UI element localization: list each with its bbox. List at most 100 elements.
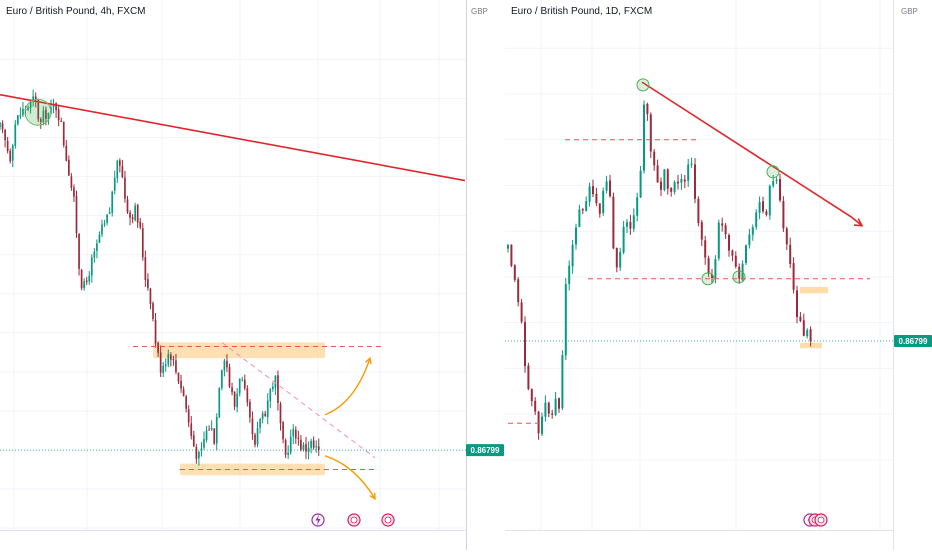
candle-body (90, 257, 93, 276)
last-price-label: 0.86799 (894, 335, 932, 348)
price-axis-1d[interactable]: GBP 0.86799 (894, 7, 932, 348)
flag-event-icon[interactable] (814, 513, 828, 527)
candle-body (62, 121, 65, 146)
candle (269, 387, 272, 409)
candle (792, 257, 795, 294)
candle (568, 260, 571, 291)
candle-body (307, 447, 310, 453)
candle-body (789, 244, 792, 264)
candle-body (317, 446, 320, 451)
candle (711, 268, 713, 284)
candle (228, 363, 231, 389)
candle-body (612, 196, 615, 249)
candle (11, 143, 14, 167)
candle (124, 170, 126, 203)
touch-marker[interactable] (732, 270, 746, 284)
candle (249, 399, 251, 423)
candle (595, 187, 598, 207)
candlestick-series (507, 100, 812, 440)
candle (256, 421, 259, 448)
candle (106, 214, 108, 226)
candle (520, 298, 523, 324)
resistance-zone[interactable] (800, 286, 828, 294)
candle-body (564, 284, 567, 356)
chart-panel-4h[interactable]: Euro / British Pound, 4h, FXCM (0, 0, 466, 530)
candle (683, 174, 686, 189)
candle (598, 203, 601, 218)
candle-body (0, 122, 1, 128)
candle (310, 438, 312, 454)
candle (609, 174, 611, 198)
candle-body (73, 187, 75, 197)
candle (700, 219, 703, 246)
chart-panel-1d[interactable]: Euro / British Pound, 1D, FXCM (505, 0, 893, 530)
falling-resistance-line[interactable] (221, 342, 376, 459)
candle-body (666, 169, 669, 189)
bullish-scenario-arrow-head (365, 356, 372, 365)
candle-body (636, 197, 639, 216)
candle (274, 375, 277, 396)
candle (307, 441, 310, 460)
candle-body (136, 204, 139, 223)
candle-body (205, 430, 208, 441)
touch-marker[interactable] (636, 78, 650, 92)
candle (507, 243, 509, 253)
candle-body (22, 108, 24, 115)
candle-body (192, 435, 195, 447)
candle (19, 107, 22, 120)
candle-body (527, 365, 530, 390)
candle (251, 411, 254, 440)
candle (119, 158, 121, 173)
candle (762, 196, 764, 214)
candle (131, 214, 134, 224)
candle-body (226, 360, 228, 368)
candle-body (131, 217, 134, 220)
bearish-scenario-arrow[interactable] (324, 455, 376, 500)
bullish-scenario-arrow[interactable] (324, 357, 371, 416)
candle-body (537, 411, 540, 434)
candle-body (200, 448, 203, 452)
candle-body (302, 444, 305, 450)
trend-line-extension (851, 216, 863, 227)
candle-body (208, 429, 210, 431)
candle (80, 268, 83, 291)
candle (768, 184, 771, 220)
flag-event-icon[interactable] (381, 513, 395, 527)
candle (734, 251, 737, 269)
candle (510, 244, 513, 268)
candle-body (758, 202, 761, 213)
candle-body (277, 375, 279, 404)
touch-marker[interactable] (701, 272, 715, 286)
candle-body (129, 212, 131, 218)
candle-body (141, 228, 144, 258)
candle-body (37, 100, 40, 120)
candle-body (134, 205, 136, 221)
candle (213, 428, 216, 446)
candle-body (218, 387, 221, 418)
candle (799, 312, 802, 323)
flag-event-icon[interactable] (347, 513, 361, 527)
candle-body (517, 279, 520, 303)
candle-body (731, 250, 734, 256)
trend-line[interactable] (641, 81, 853, 219)
touch-marker[interactable] (766, 165, 780, 179)
candle-body (11, 145, 14, 161)
candle (639, 165, 642, 199)
candle (782, 196, 785, 232)
candle-body (243, 379, 246, 389)
candle-body (289, 436, 292, 453)
touch-marker[interactable] (24, 98, 52, 126)
candle (279, 401, 282, 431)
candle (272, 382, 274, 392)
candle-body (103, 223, 106, 225)
candle-body (213, 428, 216, 444)
candle-body (190, 423, 193, 437)
trend-line[interactable] (0, 93, 466, 182)
candle-body (284, 440, 287, 455)
price-axis-4h[interactable]: GBP 0.86799 (466, 7, 504, 457)
candle (649, 112, 652, 158)
candle-body (663, 169, 666, 191)
candle (524, 316, 526, 373)
candle-body (246, 388, 249, 403)
lightning-event-icon[interactable] (311, 513, 325, 527)
